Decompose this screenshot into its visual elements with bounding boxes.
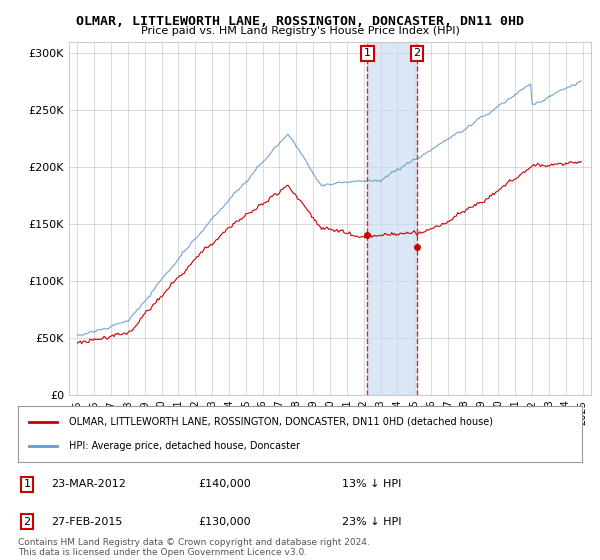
Bar [367,42,417,395]
Text: £140,000: £140,000 [198,479,251,489]
Text: 13% ↓ HPI: 13% ↓ HPI [342,479,401,489]
Text: 2: 2 [23,517,31,527]
Text: 1: 1 [23,479,31,489]
Text: £130,000: £130,000 [198,517,251,527]
Text: 2: 2 [413,48,421,58]
Text: Price paid vs. HM Land Registry's House Price Index (HPI): Price paid vs. HM Land Registry's House … [140,26,460,36]
Text: OLMAR, LITTLEWORTH LANE, ROSSINGTON, DONCASTER, DN11 0HD (detached house): OLMAR, LITTLEWORTH LANE, ROSSINGTON, DON… [69,417,493,427]
Text: 1: 1 [364,48,371,58]
Text: HPI: Average price, detached house, Doncaster: HPI: Average price, detached house, Donc… [69,441,300,451]
Text: 23% ↓ HPI: 23% ↓ HPI [342,517,401,527]
Text: 27-FEB-2015: 27-FEB-2015 [51,517,122,527]
Text: 23-MAR-2012: 23-MAR-2012 [51,479,126,489]
Text: Contains HM Land Registry data © Crown copyright and database right 2024.
This d: Contains HM Land Registry data © Crown c… [18,538,370,557]
Text: OLMAR, LITTLEWORTH LANE, ROSSINGTON, DONCASTER, DN11 0HD: OLMAR, LITTLEWORTH LANE, ROSSINGTON, DON… [76,15,524,28]
